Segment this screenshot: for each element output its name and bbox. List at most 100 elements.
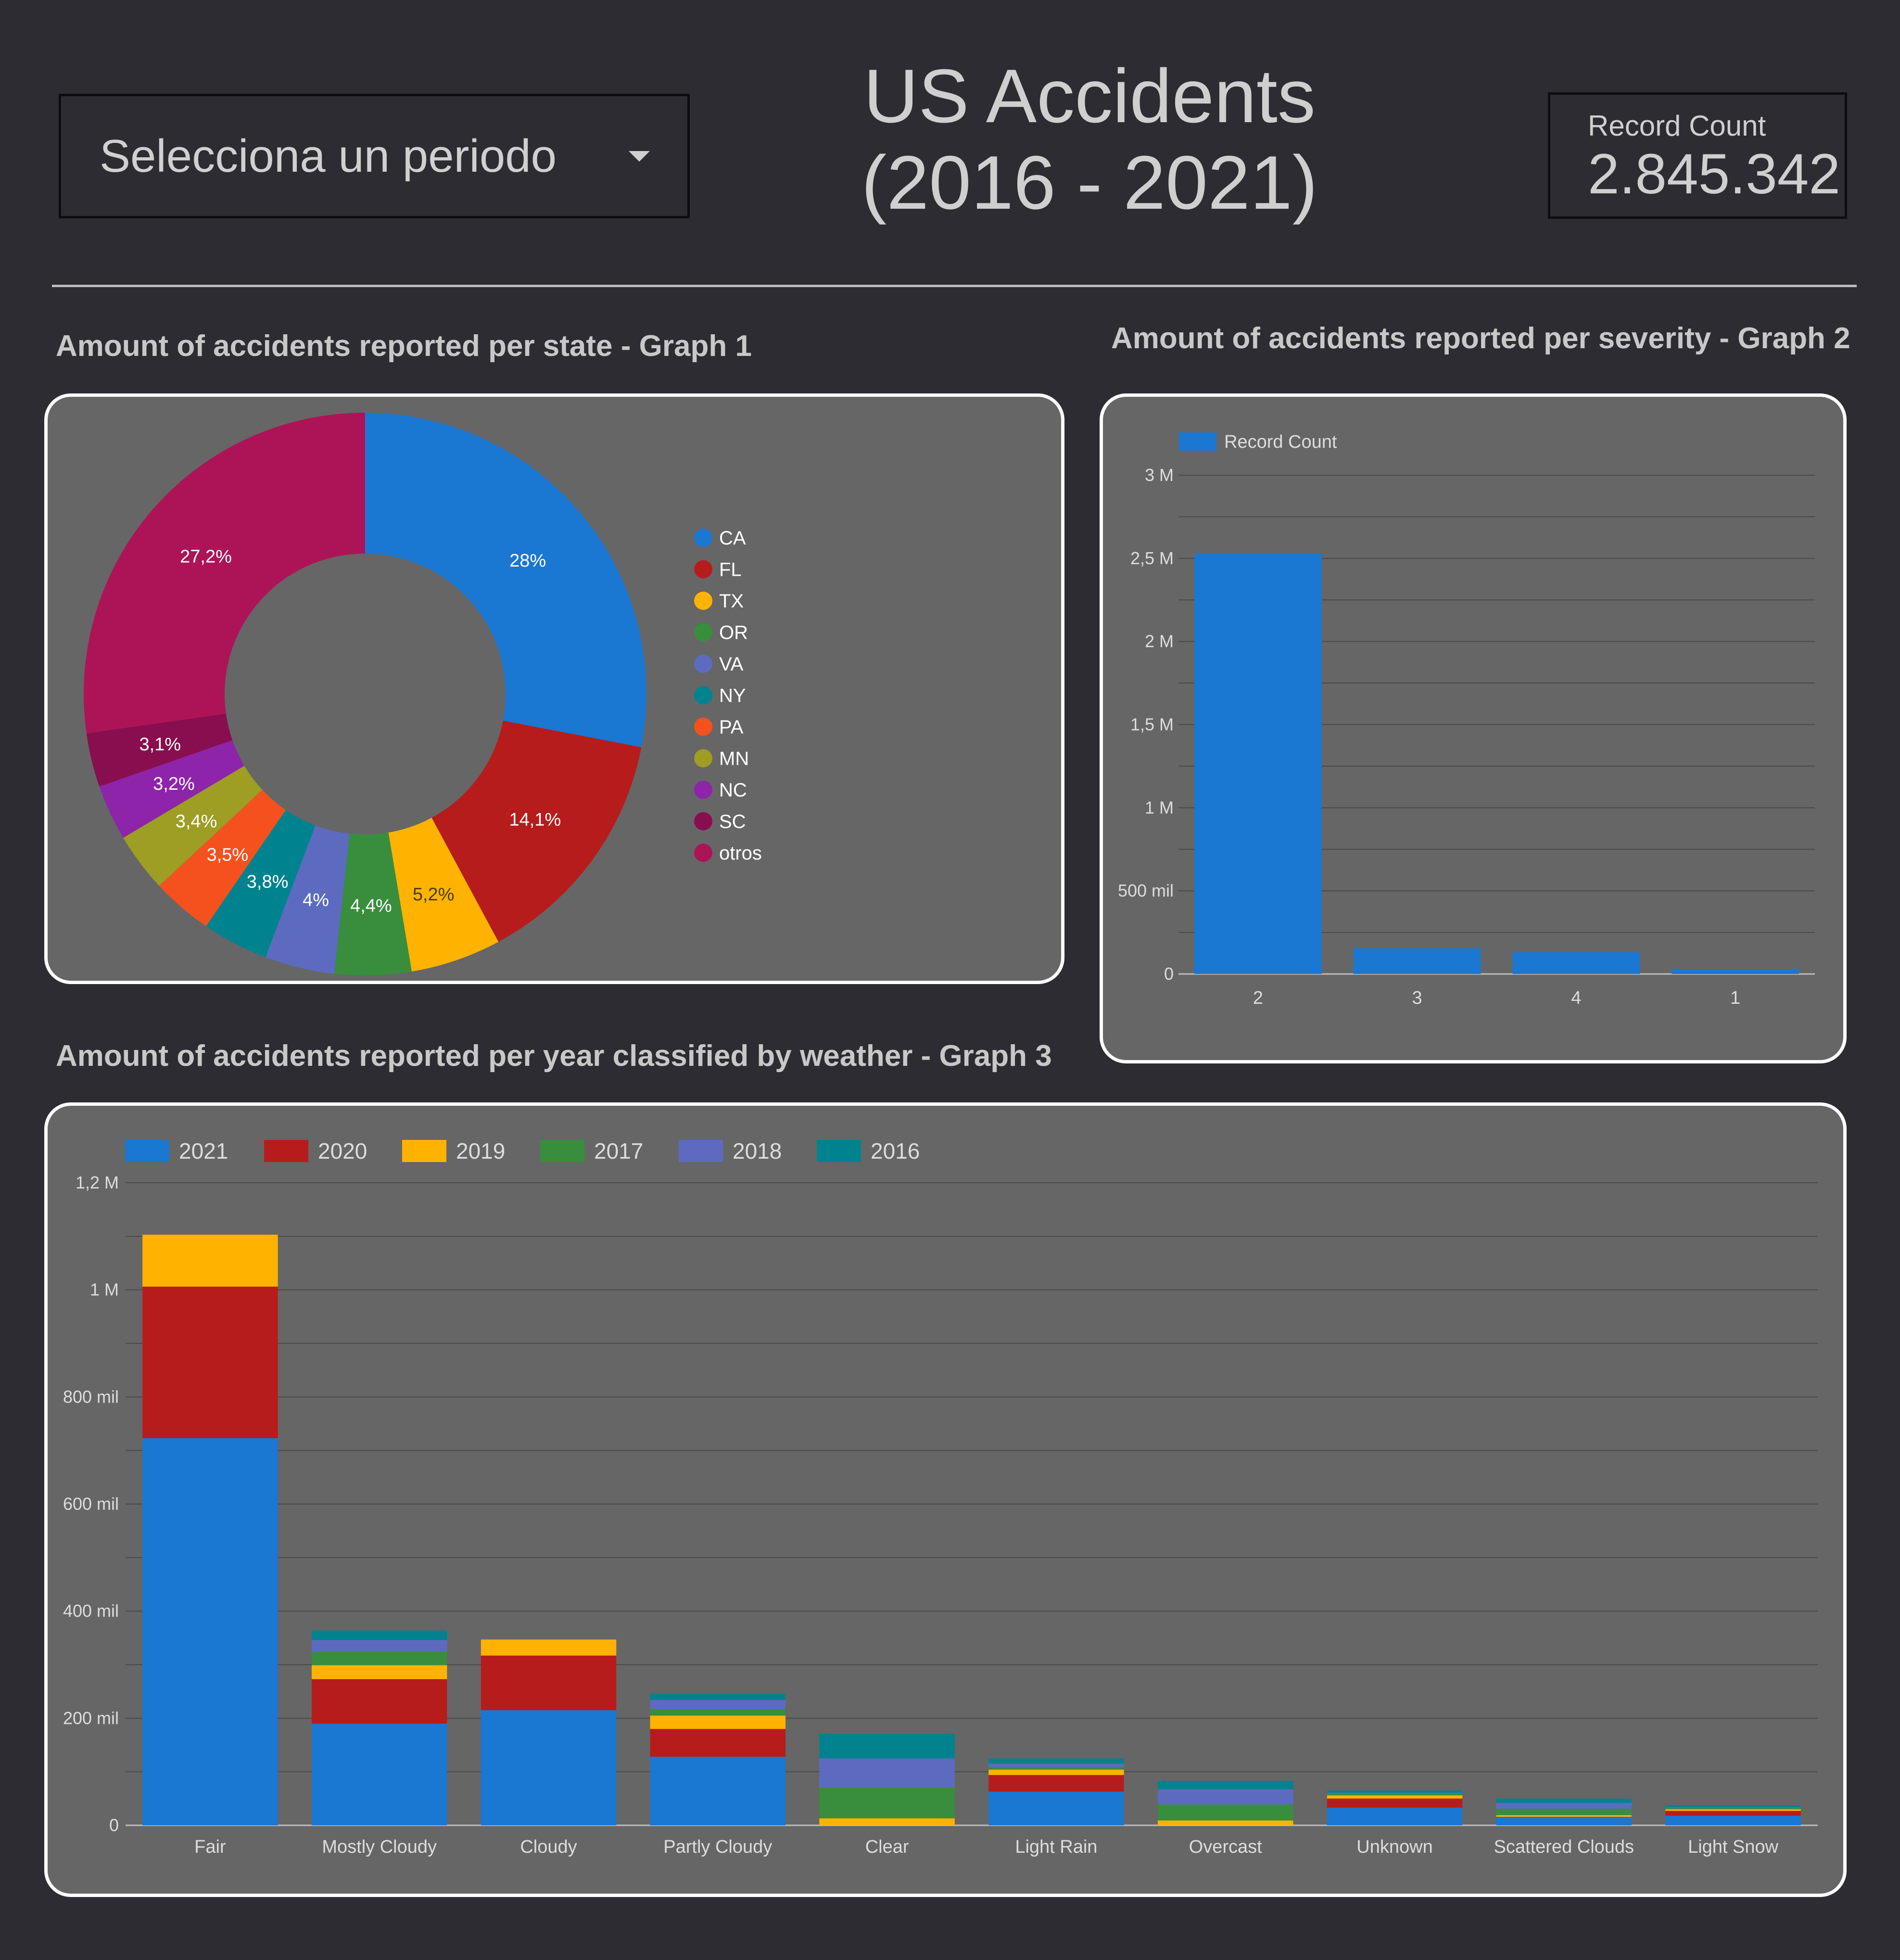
bar-segment-2019 bbox=[1157, 1820, 1293, 1825]
graph3-title: Amount of accidents reported per year cl… bbox=[56, 1039, 1052, 1073]
bar-severity-4 bbox=[1512, 952, 1640, 974]
legend-label-nc: NC bbox=[719, 780, 747, 801]
donut-slice-pa bbox=[159, 790, 286, 926]
x-tick-label: Fair bbox=[194, 1837, 226, 1857]
bar-severity-3 bbox=[1353, 948, 1481, 974]
x-tick-label: 1 bbox=[1730, 988, 1740, 1008]
legend-swatch bbox=[694, 686, 712, 705]
bar-segment-2018 bbox=[1327, 1793, 1463, 1794]
bar-segment-2017 bbox=[1665, 1808, 1801, 1809]
bar-segment-2018 bbox=[1496, 1803, 1632, 1809]
bar-segment-2020 bbox=[650, 1729, 786, 1757]
donut-slice-nc bbox=[99, 740, 244, 838]
legend-label-fl: FL bbox=[719, 559, 742, 581]
x-tick-label: Light Rain bbox=[1015, 1837, 1097, 1857]
legend-label: Record Count bbox=[1224, 432, 1337, 452]
donut-slice-sc bbox=[86, 713, 233, 787]
legend-label-2017: 2017 bbox=[594, 1138, 643, 1163]
bar-segment-2021 bbox=[481, 1710, 617, 1825]
bar-segment-2020 bbox=[311, 1679, 447, 1724]
legend-label-tx: TX bbox=[719, 591, 744, 612]
bar-segment-2017 bbox=[311, 1652, 447, 1666]
x-tick-label: Cloudy bbox=[520, 1837, 577, 1857]
record-count-scorecard: Record Count 2.845.342 bbox=[1548, 92, 1847, 219]
bar-segment-2017 bbox=[1157, 1804, 1293, 1821]
legend-label-va: VA bbox=[719, 654, 744, 675]
bar-segment-2019 bbox=[1665, 1809, 1801, 1811]
legend-swatch bbox=[694, 749, 712, 768]
legend-swatch bbox=[1179, 432, 1216, 451]
legend-swatch bbox=[694, 781, 712, 799]
graph1-panel: 28% 14,1% 5,2% 4,4% 4% 3,8% 3,5% 3,4% 3,2% 3,1% 27… bbox=[44, 393, 1064, 984]
period-select-label: Selecciona un periodo bbox=[100, 130, 557, 182]
page-title-line-1: US Accidents bbox=[863, 54, 1316, 139]
legend-label-otros: otros bbox=[719, 843, 762, 864]
donut-slice-label: 3,2% bbox=[153, 774, 195, 794]
bar-segment-2021 bbox=[311, 1723, 447, 1825]
legend-label-2019: 2019 bbox=[456, 1138, 505, 1163]
bar-segment-2016 bbox=[819, 1733, 955, 1758]
x-tick-label: Mostly Cloudy bbox=[322, 1837, 437, 1857]
legend-label-ca: CA bbox=[719, 528, 746, 549]
graph1-title: Amount of accidents reported per state -… bbox=[56, 329, 752, 363]
donut-slice-or bbox=[334, 832, 412, 975]
y-tick-label: 1 M bbox=[90, 1280, 119, 1300]
bar-segment-2017 bbox=[988, 1767, 1124, 1770]
x-tick-label: Scattered Clouds bbox=[1494, 1837, 1634, 1857]
legend-label-2016: 2016 bbox=[871, 1138, 920, 1163]
y-tick-label: 400 mil bbox=[63, 1601, 119, 1621]
y-tick-label: 600 mil bbox=[63, 1494, 119, 1514]
period-select[interactable]: Selecciona un periodo bbox=[59, 94, 690, 218]
y-tick-label: 1,5 M bbox=[1130, 715, 1174, 734]
bar-segment-2019 bbox=[1496, 1815, 1632, 1817]
legend-label-2021: 2021 bbox=[179, 1138, 228, 1163]
legend-label-ny: NY bbox=[719, 685, 746, 707]
x-tick-label: Partly Cloudy bbox=[663, 1837, 772, 1857]
bar-segment-2019 bbox=[819, 1818, 955, 1825]
y-tick-label: 0 bbox=[1164, 964, 1174, 984]
legend-swatch bbox=[817, 1140, 861, 1162]
bar-segment-2020 bbox=[481, 1656, 617, 1710]
y-tick-label: 2,5 M bbox=[1130, 548, 1174, 568]
x-tick-label: Unknown bbox=[1356, 1837, 1432, 1857]
legend-swatch bbox=[694, 844, 712, 862]
legend-swatch bbox=[694, 623, 712, 642]
bar-segment-2016 bbox=[311, 1630, 447, 1640]
donut-slice-label: 4,4% bbox=[350, 896, 392, 916]
donut-slice-otros bbox=[84, 413, 365, 733]
severity-bar-chart[interactable]: 0 500 mil 1 M 1,5 M 2 M 2,5 M 3 M 2 3 4 1 Record Co… bbox=[1103, 397, 1843, 1060]
page-title: US Accidents (2016 - 2021) bbox=[722, 53, 1457, 226]
y-tick-label: 200 mil bbox=[63, 1708, 119, 1728]
donut-slice-label: 14,1% bbox=[509, 810, 561, 830]
bar-segment-2016 bbox=[1157, 1781, 1293, 1790]
bar-segment-2018 bbox=[988, 1763, 1124, 1767]
bar-segment-2017 bbox=[650, 1709, 786, 1716]
legend-swatch bbox=[540, 1140, 584, 1162]
y-tick-label: 0 bbox=[109, 1815, 119, 1835]
record-count-value: 2.845.342 bbox=[1588, 142, 1840, 206]
legend-swatch bbox=[264, 1140, 308, 1162]
y-tick-label: 800 mil bbox=[63, 1387, 119, 1406]
bar-segment-2019 bbox=[142, 1234, 278, 1287]
legend-label-2018: 2018 bbox=[733, 1138, 782, 1163]
bar-segment-2017 bbox=[1496, 1808, 1632, 1815]
bar-segment-2016 bbox=[988, 1758, 1124, 1764]
bar-segment-2017 bbox=[819, 1788, 955, 1819]
donut-chart[interactable]: 28% 14,1% 5,2% 4,4% 4% 3,8% 3,5% 3,4% 3,2% 3,1% 27… bbox=[48, 397, 1061, 981]
x-tick-label: Clear bbox=[865, 1837, 909, 1857]
donut-slice-label: 3,8% bbox=[247, 872, 289, 892]
y-tick-label: 1,2 M bbox=[76, 1173, 119, 1192]
donut-slice-label: 28% bbox=[509, 551, 546, 571]
weather-stacked-bar-chart[interactable]: 0 200 mil 400 mil 600 mil 800 mil 1 M 1,2 M Fai… bbox=[48, 1106, 1843, 1894]
bar-segment-2020 bbox=[1665, 1810, 1801, 1816]
legend-swatch bbox=[694, 718, 712, 736]
bar-segment-2020 bbox=[988, 1775, 1124, 1792]
legend-swatch bbox=[694, 592, 712, 610]
bar-segment-2016 bbox=[650, 1694, 786, 1700]
bar-segment-2018 bbox=[311, 1640, 447, 1652]
bar-segment-2018 bbox=[650, 1700, 786, 1709]
graph2-panel: 0 500 mil 1 M 1,5 M 2 M 2,5 M 3 M 2 3 4 1 Record Co… bbox=[1100, 393, 1847, 1063]
chevron-down-icon bbox=[629, 151, 650, 162]
legend-label-or: OR bbox=[719, 622, 748, 644]
donut-slice-label: 4% bbox=[303, 890, 329, 910]
